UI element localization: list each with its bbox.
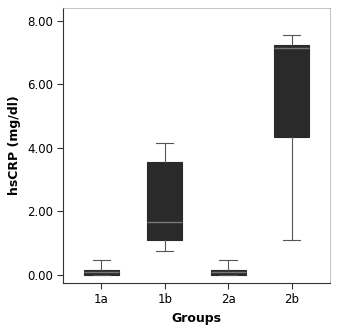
X-axis label: Groups: Groups xyxy=(171,312,221,325)
PathPatch shape xyxy=(84,270,119,275)
Y-axis label: hsCRP (mg/dl): hsCRP (mg/dl) xyxy=(8,96,21,195)
PathPatch shape xyxy=(211,270,246,275)
PathPatch shape xyxy=(274,45,309,137)
PathPatch shape xyxy=(147,162,182,240)
